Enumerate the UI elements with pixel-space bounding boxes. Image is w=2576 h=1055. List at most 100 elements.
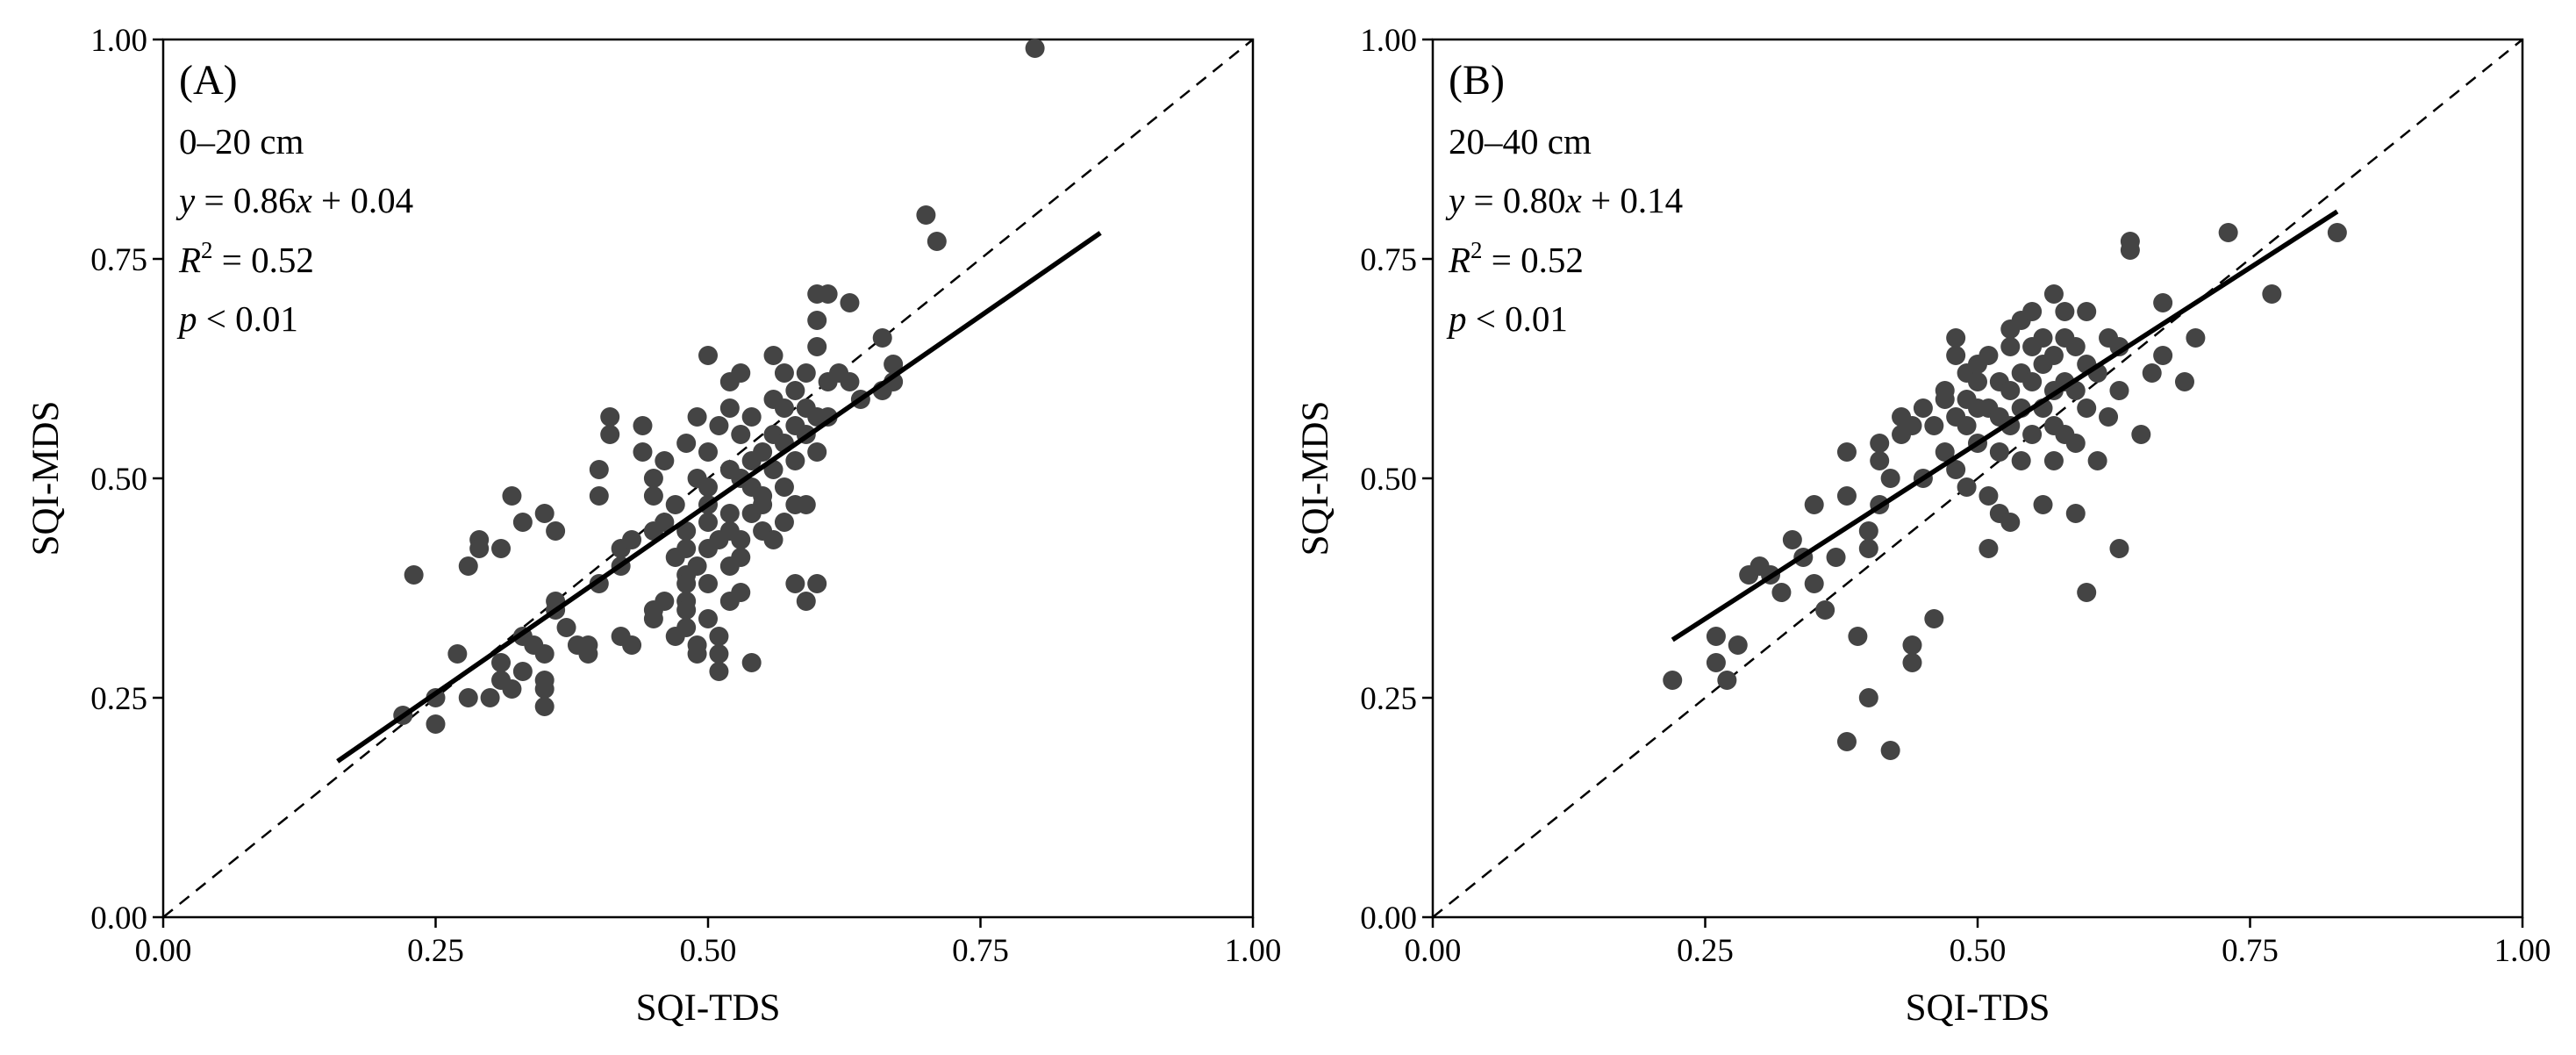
panel-a-data-point [698, 513, 718, 532]
panel-a-data-point [622, 530, 642, 549]
panel-a-data-point [840, 372, 860, 391]
panel-a-y-tick-label: 0.75 [90, 242, 147, 278]
panel-b-data-point [2174, 372, 2194, 391]
panel-b-data-point [2153, 293, 2173, 312]
panel-a-data-point [709, 662, 729, 681]
panel-b-one-to-one-line [1432, 39, 2523, 918]
panel-a-x-tick-label: 0.50 [680, 933, 737, 969]
panel-b-x-tick-label: 0.25 [1677, 933, 1734, 969]
panel-a-data-point [916, 205, 936, 225]
panel-a-data-point [589, 460, 609, 479]
panel-a-data-point [676, 434, 697, 453]
panel-b-x-tick-label: 1.00 [2494, 933, 2551, 969]
panel-b-data-point [2055, 302, 2075, 321]
panel-a-depth-label: 0–20 cm [179, 121, 304, 161]
panel-a-data-point [774, 513, 794, 532]
panel-a-data-point [534, 697, 555, 716]
panel-b-data-point [1706, 627, 1726, 646]
panel-a-data-point [546, 521, 566, 541]
panel-a-data-point [731, 363, 751, 383]
panel-b-data-point [2262, 284, 2282, 304]
panel-a-data-point [458, 688, 478, 707]
panel-a-data-point [807, 311, 827, 330]
panel-a-data-point [655, 451, 675, 470]
panel-a-data-point [709, 644, 729, 664]
panel-b-data-point [2186, 328, 2206, 348]
panel-b-scatter-points [1663, 223, 2347, 760]
panel-a-data-point [807, 442, 827, 462]
panel-b-y-tick-label: 1.00 [1360, 23, 1417, 59]
panel-a-data-point [719, 398, 740, 418]
panel-b-data-point [1836, 442, 1857, 462]
panel-b-data-point [1946, 328, 1966, 348]
panel-a-data-point [447, 644, 468, 664]
panel-a-data-point [633, 416, 653, 435]
panel-a-data-point [404, 565, 424, 585]
panel-b-y-tick-label: 0.50 [1360, 462, 1417, 498]
panel-b-p-value: p < 0.01 [1446, 298, 1568, 339]
panel-b-data-point [2022, 372, 2043, 391]
panel-a-data-point [676, 600, 697, 620]
panel-a-data-point [796, 363, 816, 383]
panel-b-data-point [1946, 460, 1966, 479]
panel-b-data-point [2011, 451, 2031, 470]
panel-b-data-point [1804, 495, 1824, 514]
panel-a-r-squared: R2 = 0.52 [178, 237, 314, 280]
panel-b-data-point [1836, 732, 1857, 751]
panel-a-data-point [687, 407, 707, 427]
panel-a-data-point [643, 486, 663, 506]
panel-b-data-point [2043, 451, 2064, 470]
panel-b: 0.000.00 0.25 0.25 0.50 0.50 0.75 0.75 1.00 1.00… [1295, 23, 2551, 1029]
panel-a-data-point [741, 407, 762, 427]
panel-a-data-point [643, 609, 663, 628]
panel-a-data-point [785, 574, 805, 593]
panel-b-ticks: 0.000.00 0.25 0.25 0.50 0.50 0.75 0.75 1.00 1.00 [1360, 23, 2551, 969]
panel-b-data-point [2043, 284, 2064, 304]
panel-b-data-point [1935, 381, 1955, 400]
panel-a-data-point [502, 486, 522, 506]
panel-b-y-tick-label: 0.75 [1360, 242, 1417, 278]
panel-a-y-tick-label: 1.00 [90, 23, 147, 59]
panel-a-x-tick-label: 1.00 [1225, 933, 1282, 969]
panel-a-data-point [785, 451, 805, 470]
panel-b-y-tick-label: 0.00 [1360, 901, 1417, 937]
panel-b-data-point [1968, 372, 1987, 391]
panel-a-x-axis-label: SQI-TDS [636, 987, 781, 1029]
panel-b-data-point [1902, 653, 1922, 672]
panel-b-data-point [1706, 653, 1726, 672]
panel-b-data-point [1826, 548, 1846, 567]
panel-b-data-point [1858, 688, 1878, 707]
panel-b-x-tick-label: 0.50 [1950, 933, 2007, 969]
panel-a-data-point [687, 556, 707, 576]
panel-b-data-point [1924, 416, 1944, 435]
panel-b-data-point [2065, 337, 2086, 356]
panel-b-x-tick-label: 0.75 [2222, 933, 2279, 969]
panel-b-data-point [2109, 381, 2129, 400]
panel-a-equation: y = 0.86x + 0.04 [175, 180, 413, 220]
panel-b-data-point [2131, 425, 2151, 444]
panel-b-x-tick-label: 0.00 [1405, 933, 1462, 969]
panel-b-data-point [1902, 635, 1922, 655]
panel-a-data-point [731, 583, 751, 602]
panel-b-data-point [2077, 398, 2097, 418]
panel-a-data-point [534, 679, 555, 699]
panel-b-data-point [2000, 337, 2021, 356]
panel-a-data-point [426, 714, 446, 734]
panel-a-data-point [600, 407, 620, 427]
panel-a-data-point [731, 530, 751, 549]
panel-a-data-point [458, 556, 478, 576]
panel-b-data-point [2065, 434, 2086, 453]
panel-b-data-point [1870, 434, 1890, 453]
panel-b-data-point [1924, 609, 1944, 628]
panel-b-x-axis-label: SQI-TDS [1906, 987, 2050, 1029]
panel-a-data-point [731, 548, 751, 567]
panel-a-data-point [512, 662, 533, 681]
panel-a-data-point [818, 284, 838, 304]
panel-a-x-tick-label: 0.75 [952, 933, 1009, 969]
panel-b-data-point [1946, 346, 1966, 365]
panel-a-data-point [676, 521, 697, 541]
panel-b-data-point [2077, 583, 2097, 602]
panel-a-data-point [763, 530, 784, 549]
panel-a-y-tick-label: 0.50 [90, 462, 147, 498]
